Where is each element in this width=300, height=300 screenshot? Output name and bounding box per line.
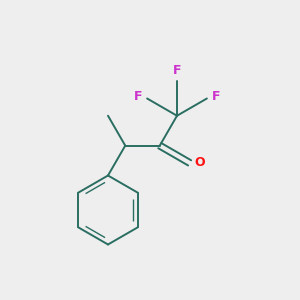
Text: F: F [173, 64, 181, 77]
Text: F: F [212, 91, 220, 103]
Text: O: O [194, 156, 205, 170]
Text: F: F [134, 91, 142, 103]
